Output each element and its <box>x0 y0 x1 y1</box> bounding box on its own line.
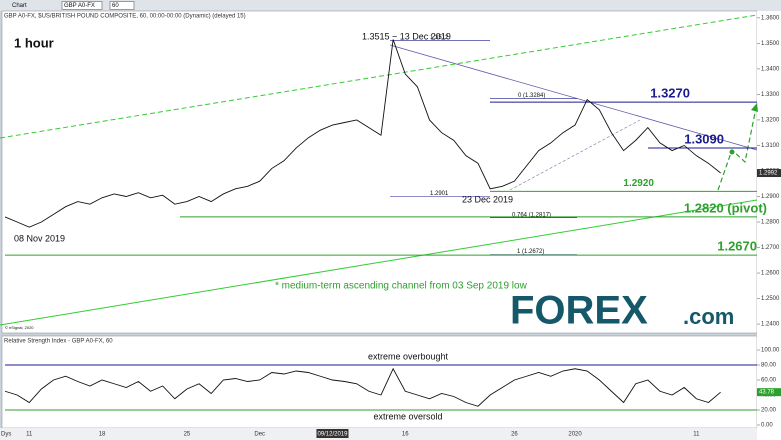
x-tick-label: 16 <box>402 432 409 438</box>
price-line <box>4 39 721 228</box>
y-tick-label: 0.00 <box>761 423 773 429</box>
x-tick-label: Dec <box>254 432 265 438</box>
price-line <box>4 367 721 407</box>
x-axis-area <box>0 428 757 440</box>
y-tick-label: 1.2700 <box>761 245 780 251</box>
price-panel <box>1 10 758 334</box>
x-tick-label: 2020 <box>568 432 582 438</box>
y-tick-label: 1.3300 <box>761 92 780 98</box>
last-value-label: 1.2992 <box>759 171 778 177</box>
x-tick-label: 25 <box>184 432 191 438</box>
projection-arrow <box>751 103 758 112</box>
y-axis-area <box>757 11 781 440</box>
level-label: 1.3090 <box>684 131 724 146</box>
annotation: 08 Nov 2019 <box>14 233 65 243</box>
header: GBP A0-FX, $US/BRITISH POUND COMPOSITE, … <box>4 14 246 20</box>
fib-label: 1.3512 <box>430 35 449 41</box>
x-tick-label: 18 <box>99 432 106 438</box>
y-tick-label: 1.3200 <box>761 118 780 124</box>
y-tick-label: 1.3500 <box>761 41 780 47</box>
rsi-title: Relative Strength Index - GBP A0-FX, 60 <box>4 339 113 345</box>
projection <box>717 102 758 191</box>
axis-unit: Dys <box>1 432 11 438</box>
projection-point <box>729 149 735 155</box>
trendline <box>389 44 758 151</box>
rsi-panel <box>1 335 758 429</box>
x-tick-label: 11 <box>26 432 33 438</box>
y-tick-label: 100.00 <box>761 348 780 354</box>
annotation: 1.3515 ~ 13 Dec 2019 <box>362 31 451 41</box>
symbol-input[interactable] <box>61 1 103 10</box>
y-tick-label: 80.00 <box>761 363 777 369</box>
fib-label: 0 (1.3284) <box>518 93 545 99</box>
y-tick-label: 60.00 <box>761 378 777 384</box>
interval-input[interactable] <box>109 1 135 10</box>
fib-label: 1.2901 <box>430 191 449 197</box>
annotation: * medium-term ascending channel from 03 … <box>275 281 528 292</box>
rsi-level-label: extreme oversold <box>373 411 442 421</box>
x-tick-label: 26 <box>511 432 518 438</box>
fib-label: 1 (1.2672) <box>517 249 544 255</box>
y-tick-label: 1.3400 <box>761 66 780 72</box>
level-label: 1.2670 <box>717 239 757 254</box>
y-tick-label: 1.2500 <box>761 296 780 302</box>
y-tick-label: 1.2800 <box>761 220 780 226</box>
y-tick-label: 1.3600 <box>761 15 780 21</box>
logo-suffix: .com <box>683 304 734 329</box>
last-value-badge <box>757 169 781 178</box>
x-tick-label: 09/12/2019 <box>317 432 348 438</box>
y-tick-label: 1.2400 <box>761 322 780 328</box>
level-label: 1.3270 <box>650 86 690 101</box>
y-tick-label: 1.2900 <box>761 194 780 200</box>
toolbar-title: Chart <box>12 3 27 9</box>
y-tick-label: 1.3100 <box>761 143 780 149</box>
channel-lower <box>0 199 758 326</box>
y-tick-label: 1.2600 <box>761 271 780 277</box>
interval: 60 <box>112 3 119 9</box>
x-label-highlight <box>316 429 349 438</box>
logo-box <box>505 292 747 330</box>
symbol: GBP A0-FX <box>64 3 95 9</box>
fib-label: 0.764 (1.2817) <box>512 212 551 218</box>
rsi-level-label: extreme overbought <box>368 351 449 361</box>
copyright: © eSignal, 2020 <box>5 325 34 330</box>
y-tick-label: 20.00 <box>761 408 777 414</box>
level-label: 1.2920 <box>623 178 654 189</box>
annotation: 23 Dec 2019 <box>462 194 513 204</box>
level-label: 1.2820 (pivot) <box>684 200 767 215</box>
x-tick-label: 11 <box>693 432 700 438</box>
timeframe: 1 hour <box>14 35 54 50</box>
logo-brand: FOREX <box>510 289 648 333</box>
last-value-label: 43.78 <box>759 390 775 396</box>
last-value-badge <box>757 388 781 397</box>
toolbar <box>0 0 781 11</box>
